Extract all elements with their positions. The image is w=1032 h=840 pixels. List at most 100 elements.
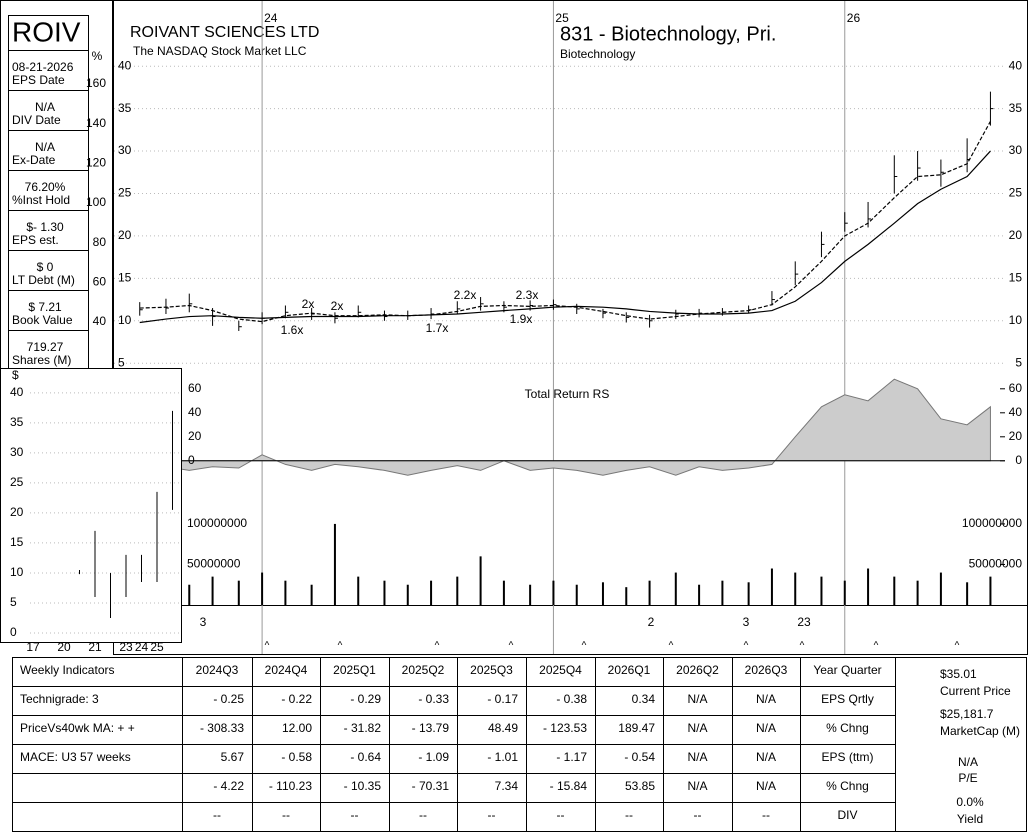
inset-tick-label: 40 <box>10 385 24 399</box>
table-cell: % Chng <box>826 721 869 735</box>
volume-bar <box>430 580 433 605</box>
table-cell: DIV <box>837 808 857 822</box>
y-tick-label: 20 <box>118 228 132 242</box>
y-tick-label-right: 15 <box>1009 271 1023 285</box>
exchange: The NASDAQ Stock Market LLC <box>133 44 307 58</box>
table-header: 2026Q3 <box>745 663 788 677</box>
volume-bar <box>820 576 823 605</box>
sidebar-label: Book Value <box>12 313 73 327</box>
y-tick-label-right: 30 <box>1009 143 1023 157</box>
table-cell: -- <box>694 808 702 822</box>
y-tick-label: 15 <box>118 271 132 285</box>
sidebar-label: DIV Date <box>12 113 61 127</box>
volume-bar <box>479 556 482 605</box>
rs-title: Total Return RS <box>525 387 610 401</box>
table-cell: MACE: U3 57 weeks <box>20 750 131 764</box>
y-tick-label: 25 <box>118 186 132 200</box>
volume-bar <box>284 580 287 605</box>
table-cell: - 70.31 <box>412 779 450 793</box>
volume-bar <box>721 580 724 605</box>
volume-bar <box>674 572 677 605</box>
table-cell: - 0.17 <box>487 692 518 706</box>
table-cell: - 110.23 <box>269 779 312 793</box>
inset-tick-label: 35 <box>10 415 24 429</box>
table-header: 2024Q3 <box>196 663 239 677</box>
volume-bar <box>601 582 604 605</box>
sidebar-label: EPS Date <box>12 73 65 87</box>
volume-bar <box>357 576 360 605</box>
inset-tick-label: 0 <box>10 625 17 639</box>
volume-tick-label-right: 50000000 <box>969 557 1023 571</box>
rs-tick-label: 40 <box>188 405 202 419</box>
y-tick-label-right: 5 <box>1015 355 1022 369</box>
summary-label: MarketCap (M) <box>940 724 1020 738</box>
volume-bar <box>867 568 870 605</box>
table-cell: 189.47 <box>618 721 655 735</box>
volume-bar <box>939 572 942 605</box>
table-cell: - 1.17 <box>556 750 587 764</box>
y-tick-label: 10 <box>118 313 132 327</box>
table-cell: - 0.25 <box>213 692 244 706</box>
table-header: Weekly Indicators <box>20 663 114 677</box>
earnings-marker: ^ <box>669 641 674 652</box>
volume-bar <box>648 580 651 605</box>
table-cell: N/A <box>756 692 776 706</box>
table-cell: - 1.09 <box>418 750 449 764</box>
inset-x-label: 24 <box>135 640 149 654</box>
y2-tick-label: 160 <box>86 76 106 90</box>
volume-bar <box>747 582 750 605</box>
table-cell: - 31.82 <box>344 721 382 735</box>
table-cell: N/A <box>756 779 776 793</box>
y-tick-label-right: 40 <box>1009 58 1023 72</box>
year-label: 24 <box>264 11 278 25</box>
volume-annotation: 2 <box>648 615 655 629</box>
table-cell: - 15.84 <box>550 779 588 793</box>
volume-ratio: 1.7x <box>426 321 449 335</box>
rs-tick-label: 60 <box>188 381 202 395</box>
table-cell: - 10.35 <box>344 779 382 793</box>
y-tick-label-right: 20 <box>1009 228 1023 242</box>
volume-bar <box>188 584 191 605</box>
table-cell: -- <box>213 808 221 822</box>
volume-ratio: 2x <box>331 299 344 313</box>
volume-bar <box>989 576 992 605</box>
sidebar-value: 76.20% <box>25 180 66 194</box>
table-cell: 48.49 <box>488 721 518 735</box>
earnings-marker: ^ <box>744 641 749 652</box>
volume-ratio: 2.2x <box>454 288 477 302</box>
volume-bar <box>406 584 409 605</box>
inset-x-label: 20 <box>57 640 71 654</box>
table-cell: - 0.33 <box>418 692 449 706</box>
table-cell: - 308.33 <box>200 721 244 735</box>
volume-bar <box>893 576 896 605</box>
sidebar-value: $ 7.21 <box>28 300 62 314</box>
sidebar-label: LT Debt (M) <box>12 273 75 287</box>
sidebar-value: N/A <box>35 100 55 114</box>
y2-axis-label: % <box>92 49 103 63</box>
volume-bar <box>211 576 214 605</box>
volume-bar <box>575 584 578 605</box>
table-header: 2025Q1 <box>333 663 376 677</box>
table-cell: -- <box>351 808 359 822</box>
y2-tick-label: 80 <box>93 235 107 249</box>
y-tick-label: 5 <box>118 355 125 369</box>
inset-x-label: 23 <box>119 640 133 654</box>
volume-ratio: 2.3x <box>516 288 539 302</box>
table-cell: 12.00 <box>282 721 312 735</box>
inset-x-label: 25 <box>150 640 164 654</box>
chart-frame <box>113 0 1028 655</box>
volume-bar <box>310 584 313 605</box>
volume-tick-label-right: 100000000 <box>962 516 1022 530</box>
earnings-marker: ^ <box>800 641 805 652</box>
table-cell: - 1.01 <box>487 750 518 764</box>
table-cell: -- <box>282 808 290 822</box>
table-header: Year Quarter <box>813 663 881 677</box>
summary-value: $25,181.7 <box>940 707 994 721</box>
inset-frame <box>0 368 182 643</box>
indicators-table: Weekly Indicators 2024Q3 2024Q4 2025Q1 2025Q… <box>12 657 1027 832</box>
sidebar-value: 719.27 <box>27 340 64 354</box>
table-header: 2025Q2 <box>402 663 445 677</box>
table-cell: - 0.58 <box>281 750 312 764</box>
